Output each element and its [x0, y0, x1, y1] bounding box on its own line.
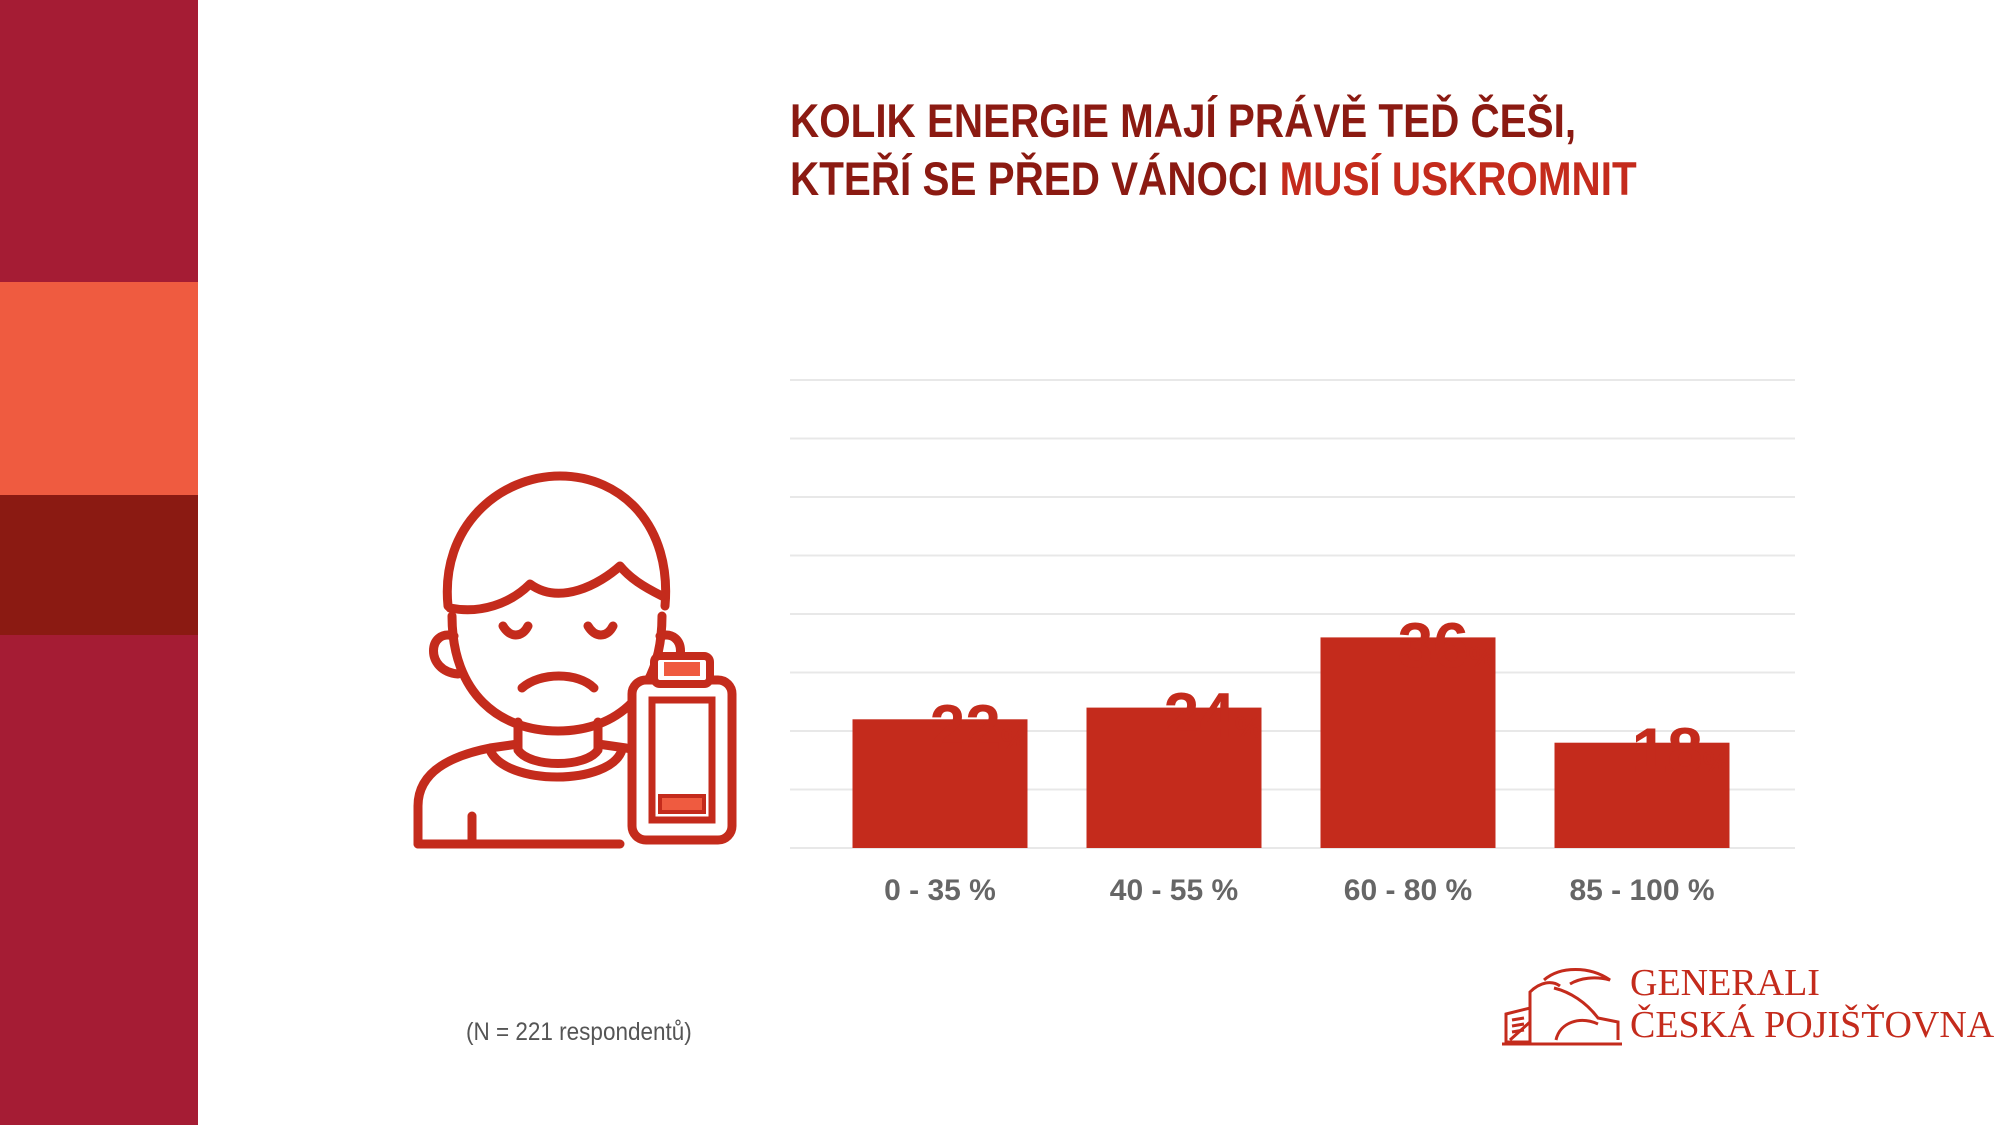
generali-logo: GENERALI ČESKÁ POJIŠŤOVNA — [1500, 962, 1994, 1047]
person-with-low-battery-icon — [413, 471, 737, 849]
category-label-2: 40 - 55 % — [1110, 874, 1238, 907]
stripe-top — [0, 0, 198, 282]
title-highlight: MUSÍ USKROMNIT — [1279, 152, 1637, 205]
bar-1 — [852, 719, 1028, 848]
category-label-3: 60 - 80 % — [1344, 874, 1472, 907]
value-label-3: 36% — [1398, 609, 1496, 681]
stripe-dark — [0, 495, 198, 635]
page-title: KOLIK ENERGIE MAJÍ PRÁVĚ TEĎ ČEŠI, KTEŘÍ… — [790, 92, 1637, 208]
logo-line-2: ČESKÁ POJIŠŤOVNA — [1630, 1004, 1995, 1046]
value-label-4: 18% — [1632, 715, 1730, 787]
stripe-mid — [0, 282, 198, 495]
category-label-4: 85 - 100 % — [1569, 874, 1714, 907]
category-label-1: 0 - 35 % — [884, 874, 996, 907]
logo-line-1: GENERALI — [1630, 962, 1820, 1004]
stripe-bottom — [0, 635, 198, 1125]
bar-4 — [1554, 742, 1730, 848]
bar-2 — [1086, 707, 1262, 848]
title-line-1: KOLIK ENERGIE MAJÍ PRÁVĚ TEĎ ČEŠI, — [790, 94, 1577, 147]
sample-size-note: (N = 221 respondentů) — [466, 1018, 692, 1046]
bars — [852, 637, 1730, 848]
value-label-1: 22% — [930, 691, 1028, 763]
labels: 22% 0 - 35 % 24% 40 - 55 % 36% 60 - 80 % 18% 85… — [884, 609, 1729, 907]
title-line-2-prefix: KTEŘÍ SE PŘED VÁNOCI — [790, 152, 1280, 205]
value-label-2: 24% — [1164, 680, 1262, 752]
bar-3 — [1320, 637, 1496, 848]
lion-emblem-icon — [1502, 968, 1622, 1046]
logo-text: GENERALI ČESKÁ POJIŠŤOVNA — [1630, 962, 1994, 1046]
